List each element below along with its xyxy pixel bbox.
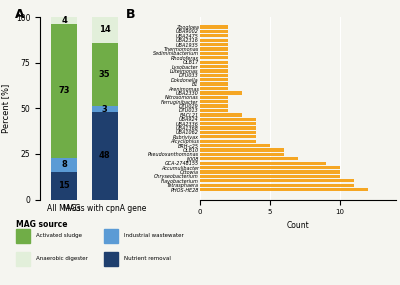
Bar xyxy=(200,105,228,108)
Y-axis label: Percent [%]: Percent [%] xyxy=(1,84,10,133)
Text: 8: 8 xyxy=(61,160,67,169)
Bar xyxy=(92,107,118,112)
Bar xyxy=(200,30,228,33)
X-axis label: Count: Count xyxy=(287,221,310,230)
Bar xyxy=(200,135,256,139)
Bar xyxy=(200,175,340,178)
Bar xyxy=(200,162,326,165)
Bar xyxy=(200,170,340,174)
Bar xyxy=(51,158,78,172)
Bar xyxy=(92,17,118,43)
Bar xyxy=(200,166,340,169)
Text: 73: 73 xyxy=(58,86,70,95)
Bar xyxy=(200,78,228,82)
Bar xyxy=(200,96,228,99)
Bar xyxy=(200,144,270,147)
Text: 14: 14 xyxy=(99,25,111,34)
Text: MAG source: MAG source xyxy=(16,219,68,229)
Bar xyxy=(200,157,298,160)
Text: 15: 15 xyxy=(58,181,70,190)
Bar xyxy=(200,100,228,103)
Bar xyxy=(200,153,284,156)
Bar xyxy=(200,179,354,182)
FancyBboxPatch shape xyxy=(16,252,30,266)
Bar xyxy=(200,52,228,55)
Text: A: A xyxy=(15,8,25,21)
Bar xyxy=(200,47,228,51)
FancyBboxPatch shape xyxy=(104,252,118,266)
Bar xyxy=(200,91,242,95)
Bar xyxy=(200,65,228,68)
Text: Activated sludge: Activated sludge xyxy=(36,233,82,238)
Text: 4: 4 xyxy=(61,16,67,25)
Bar xyxy=(51,25,78,158)
Bar xyxy=(200,113,242,117)
Text: 35: 35 xyxy=(99,70,110,79)
Bar xyxy=(200,122,256,125)
Text: Anaerobic digester: Anaerobic digester xyxy=(36,256,88,261)
Bar xyxy=(200,140,256,143)
Bar xyxy=(200,38,228,42)
Bar xyxy=(200,188,368,191)
Bar xyxy=(200,118,256,121)
Text: Industrial wastewater: Industrial wastewater xyxy=(124,233,184,238)
Bar xyxy=(200,148,284,152)
Bar xyxy=(51,17,78,25)
Bar xyxy=(200,34,228,37)
Bar xyxy=(200,82,228,86)
Bar xyxy=(200,25,228,29)
Bar xyxy=(200,131,256,134)
Bar xyxy=(200,60,228,64)
Text: B: B xyxy=(126,8,135,21)
Bar xyxy=(200,74,228,77)
Bar xyxy=(92,43,118,107)
Text: 3: 3 xyxy=(102,105,108,114)
Bar xyxy=(200,127,256,130)
Bar xyxy=(200,109,228,112)
Bar xyxy=(200,184,354,187)
Bar xyxy=(200,56,228,60)
Bar xyxy=(92,112,118,200)
FancyBboxPatch shape xyxy=(104,229,118,243)
Text: Nutrient removal: Nutrient removal xyxy=(124,256,171,261)
FancyBboxPatch shape xyxy=(16,229,30,243)
Bar xyxy=(51,172,78,199)
Text: 48: 48 xyxy=(99,151,110,160)
Bar xyxy=(200,69,228,73)
Bar xyxy=(200,43,228,46)
Bar xyxy=(200,87,228,90)
